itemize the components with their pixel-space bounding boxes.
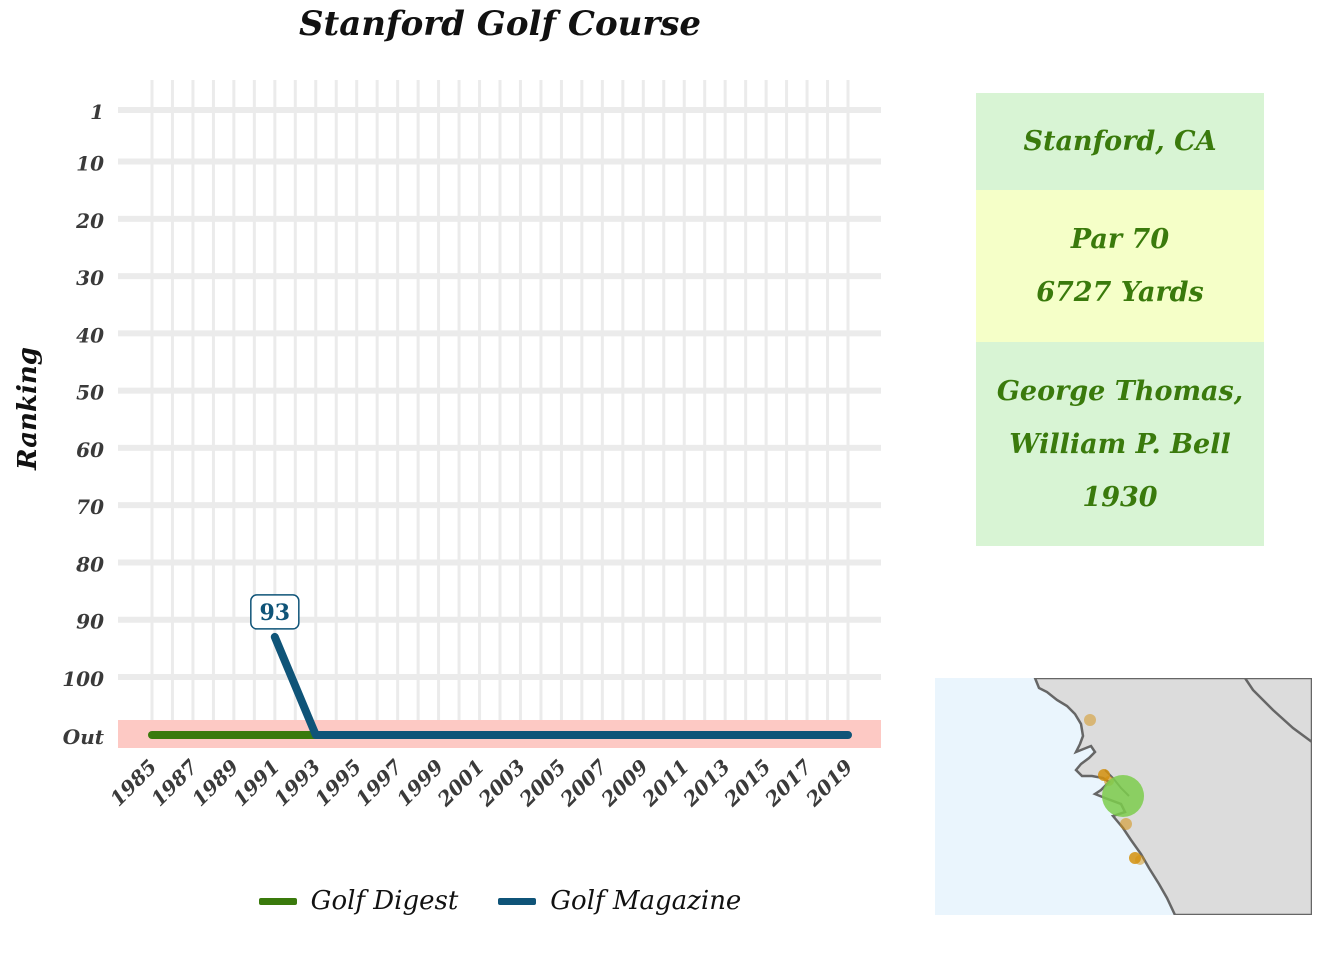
y-tick-label: 40 xyxy=(76,323,104,347)
y-tick-label: 1 xyxy=(90,100,104,124)
y-tick-label: 70 xyxy=(76,495,104,519)
x-tick-label: 1993 xyxy=(269,755,325,811)
legend-label-golf-digest: Golf Digest xyxy=(310,886,459,916)
data-label: 93 xyxy=(260,600,291,626)
legend-swatch-golf-digest xyxy=(258,897,297,905)
x-tick-labels: 1985198719891991199319951997199920012003… xyxy=(105,755,857,812)
par-text: Par 70 xyxy=(1070,224,1170,255)
map-land xyxy=(1033,678,1312,915)
x-tick-label: 2015 xyxy=(719,755,776,812)
x-tick-label: 1999 xyxy=(392,755,448,811)
y-axis-label: Ranking xyxy=(13,347,43,470)
course-info-panel: Stanford, CA Par 70 6727 Yards George Th… xyxy=(976,93,1264,546)
map-graphic xyxy=(1033,678,1312,915)
y-tick-label: 80 xyxy=(75,552,104,576)
y-tick-label: 30 xyxy=(76,266,104,290)
location-box: Stanford, CA xyxy=(976,93,1264,190)
course-location-marker xyxy=(1102,775,1144,817)
yards-text: 6727 Yards xyxy=(1036,277,1204,308)
x-tick-label: 2009 xyxy=(596,755,653,812)
y-tick-label: Out xyxy=(63,725,105,749)
x-tick-label: 1997 xyxy=(351,755,407,811)
x-tick-label: 2017 xyxy=(760,755,817,812)
y-tick-labels: 1 10 20 30 40 50 60 70 80 90 100 Out xyxy=(62,100,105,749)
x-tick-label: 2011 xyxy=(637,755,694,812)
location-map xyxy=(935,678,1312,915)
year-opened-text: 1930 xyxy=(1082,481,1158,513)
ranking-chart: 93 1 10 20 30 40 50 60 70 80 90 100 Out 19851987198… xyxy=(62,80,881,812)
series-line-golf-magazine xyxy=(270,632,852,739)
y-tick-label: 50 xyxy=(76,381,104,405)
grid-lines xyxy=(118,80,881,748)
architect-box: George Thomas, William P. Bell 1930 xyxy=(976,342,1264,546)
legend-item-golf-magazine: Golf Magazine xyxy=(498,886,741,916)
legend-item-golf-digest: Golf Digest xyxy=(258,886,459,916)
x-tick-label: 1987 xyxy=(146,755,202,811)
architect-line-2: William P. Bell xyxy=(1009,428,1231,460)
x-tick-label: 2003 xyxy=(473,755,530,812)
data-label-box xyxy=(250,594,300,630)
architect-line-1: George Thomas, xyxy=(996,375,1244,407)
y-tick-label: 10 xyxy=(76,152,104,176)
series-lines xyxy=(148,632,852,739)
chart-title: Stanford Golf Course xyxy=(298,4,702,44)
chart-legend: Golf Digest Golf Magazine xyxy=(0,886,1000,916)
data-labels: 93 xyxy=(250,594,300,630)
location-text: Stanford, CA xyxy=(1023,126,1217,157)
x-tick-label: 1989 xyxy=(187,755,243,811)
par-yards-box: Par 70 6727 Yards xyxy=(976,190,1264,342)
x-tick-label: 2007 xyxy=(555,755,612,812)
legend-swatch-golf-magazine xyxy=(498,897,537,905)
x-tick-label: 1985 xyxy=(105,755,161,811)
y-tick-label: 100 xyxy=(62,667,104,691)
x-tick-label: 1991 xyxy=(228,755,284,811)
nearby-course-marker xyxy=(1135,855,1145,865)
y-tick-label: 20 xyxy=(75,209,104,233)
y-tick-label: 90 xyxy=(76,610,104,634)
x-tick-label: 2001 xyxy=(432,755,489,812)
state-border xyxy=(1243,678,1312,744)
x-tick-label: 1995 xyxy=(310,755,366,811)
nearby-course-marker xyxy=(1084,714,1096,726)
nearby-course-marker xyxy=(1120,818,1132,830)
legend-label-golf-magazine: Golf Magazine xyxy=(550,886,742,916)
x-tick-label: 2013 xyxy=(678,755,735,812)
x-tick-label: 2005 xyxy=(514,755,571,812)
y-tick-label: 60 xyxy=(76,438,104,462)
x-tick-label: 2019 xyxy=(800,755,857,812)
